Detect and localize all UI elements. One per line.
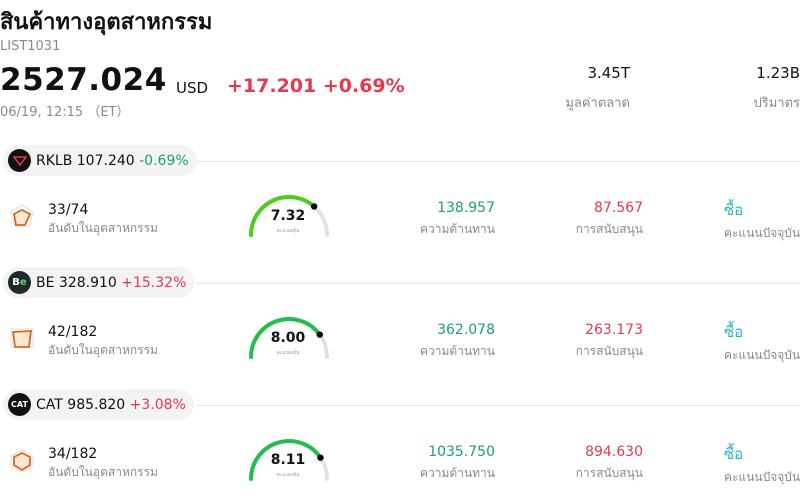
volume-value: 1.23B — [756, 64, 800, 82]
signal-value[interactable]: ซื้อ — [724, 323, 744, 341]
support-value: 894.630 — [585, 444, 643, 460]
resistance-value: 138.957 — [437, 200, 495, 216]
support-label: การสนับสนุน — [575, 466, 643, 480]
stock-price: 107.240 — [76, 152, 135, 169]
currency: USD — [176, 79, 209, 97]
row-divider — [196, 161, 800, 162]
rocket-lab-logo — [8, 149, 31, 172]
stock-symbol: BE — [36, 274, 55, 291]
stock-change: +3.08% — [129, 396, 186, 413]
ranking-icon — [10, 449, 34, 473]
stock-score-label: คะแนนหุ้น — [276, 350, 300, 356]
resistance-label: ความต้านทาน — [420, 222, 495, 236]
stock-symbol: RKLB — [36, 152, 73, 169]
market-cap-value: 3.45T — [587, 64, 630, 82]
timestamp: 06/19, 12:15 （ET） — [0, 105, 130, 120]
score-gauge — [249, 195, 329, 237]
page-title: สินค้าทางอุตสาหกรรม — [0, 10, 213, 35]
stock-symbol: CAT — [36, 396, 63, 413]
industry-rank-label: อันดับในอุตสาหกรรม — [48, 221, 158, 235]
score-gauge — [249, 439, 329, 481]
stock-score: 7.32 — [270, 208, 306, 224]
support-label: การสนับสนุน — [575, 344, 643, 358]
support-label: การสนับสนุน — [575, 222, 643, 236]
stock-price: 985.820 — [67, 396, 126, 413]
resistance-label: ความต้านทาน — [420, 344, 495, 358]
row-divider — [196, 405, 800, 406]
support-value: 87.567 — [594, 200, 643, 216]
volume-label: ปริมาตร — [753, 96, 800, 111]
industry-rank: 33/74 — [48, 202, 89, 218]
stock-score: 8.00 — [270, 330, 306, 346]
resistance-value: 362.078 — [437, 322, 495, 338]
signal-value[interactable]: ซื้อ — [724, 201, 744, 219]
ranking-icon — [10, 204, 34, 228]
stock-chip-rklb[interactable]: RKLB 107.240 -0.69% — [3, 145, 197, 176]
signal-value[interactable]: ซื้อ — [724, 445, 744, 463]
score-gauge — [249, 317, 329, 359]
stock-score-label: คะแนนหุ้น — [276, 228, 300, 234]
cat-logo: CAT — [8, 393, 31, 416]
signal-label: คะแนนปัจจุบัน — [724, 348, 800, 362]
signal-label: คะแนนปัจจุบัน — [724, 226, 800, 240]
row-divider — [196, 283, 800, 284]
industry-rank-label: อันดับในอุตสาหกรรม — [48, 343, 158, 357]
resistance-label: ความต้านทาน — [420, 466, 495, 480]
stock-score: 8.11 — [270, 452, 306, 468]
industry-rank-label: อันดับในอุตสาหกรรม — [48, 465, 158, 479]
index-change: +17.201 +0.69% — [227, 75, 405, 97]
support-value: 263.173 — [585, 322, 643, 338]
index-code: LIST1031 — [0, 39, 61, 54]
market-cap-label: มูลค่าตลาด — [565, 96, 630, 111]
resistance-value: 1035.750 — [428, 444, 495, 460]
stock-price: 328.910 — [58, 274, 117, 291]
stock-score-label: คะแนนหุ้น — [276, 472, 300, 478]
industry-rank: 42/182 — [48, 324, 98, 340]
ranking-icon — [10, 328, 34, 348]
stock-change: +15.32% — [121, 274, 187, 291]
stock-chip-cat[interactable]: CAT CAT 985.820 +3.08% — [3, 389, 194, 420]
stock-change: -0.69% — [139, 152, 189, 169]
industry-rank: 34/182 — [48, 446, 98, 462]
index-price: 2527.024 — [0, 62, 167, 98]
signal-label: คะแนนปัจจุบัน — [724, 470, 800, 484]
